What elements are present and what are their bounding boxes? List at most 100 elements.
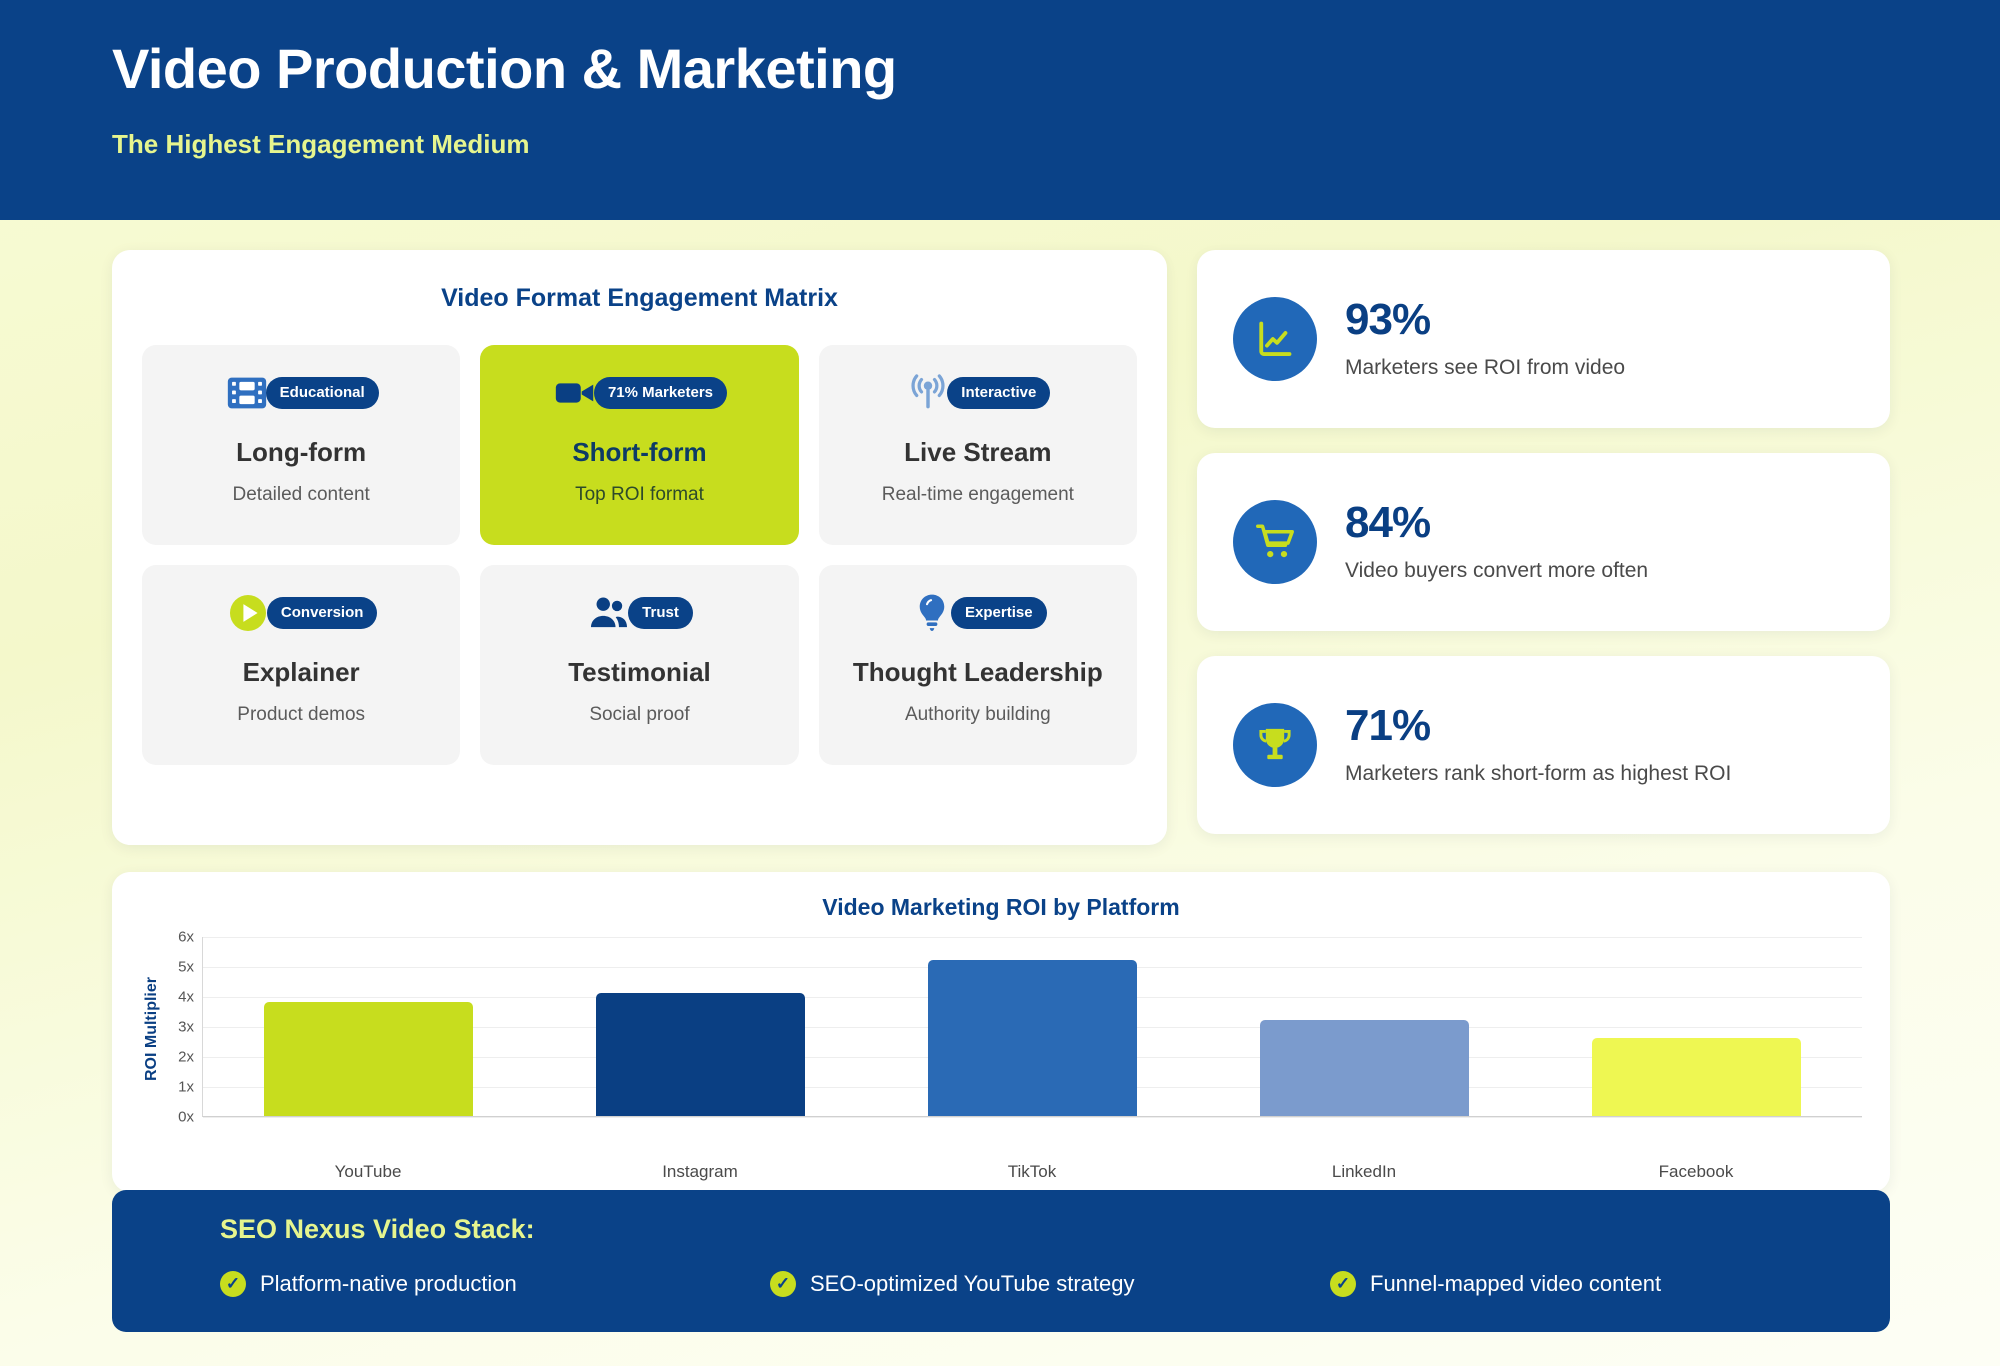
format-card-desc: Product demos (237, 704, 366, 725)
format-card-icon-row: Conversion (225, 587, 378, 639)
footer-item-list: ✓ Platform-native production ✓ SEO-optimize… (220, 1271, 1890, 1297)
format-card-desc: Detailed content (232, 484, 370, 505)
check-icon: ✓ (220, 1271, 246, 1297)
stat-label: Marketers see ROI from video (1345, 356, 1626, 379)
video-format-matrix-panel: Video Format Engagement Matrix Education… (112, 250, 1167, 845)
bar-tiktok[interactable] (927, 960, 1137, 1116)
x-tick-label: Instagram (662, 1162, 738, 1181)
y-tick-label: 6x (178, 928, 194, 946)
film-icon (227, 377, 266, 409)
format-card-name: Testimonial (568, 657, 711, 687)
users-icon (591, 597, 628, 628)
format-card-explainer[interactable]: Conversion Explainer Product demos (142, 565, 461, 765)
stat-value: 71% (1345, 701, 1431, 750)
x-tick-label: TikTok (1007, 1162, 1057, 1181)
stat-body: 84% Video buyers convert more often (1345, 501, 1648, 583)
plot-area (202, 937, 1862, 1118)
format-card-name: Explainer (242, 657, 360, 687)
x-tick-label: LinkedIn (1331, 1162, 1397, 1181)
format-card-testimonial[interactable]: Trust Testimonial Social proof (480, 565, 799, 765)
stat-value: 93% (1345, 295, 1431, 344)
format-card-icon-row: Educational (224, 367, 379, 419)
format-card-short-form[interactable]: 71% Marketers Short-form Top ROI format (480, 345, 799, 545)
format-card-icon-row: Interactive (905, 367, 1051, 419)
lightbulb-icon (919, 594, 945, 632)
seo-nexus-stack-footer: SEO Nexus Video Stack: ✓ Platform-native … (112, 1190, 1890, 1332)
footer-stack-item-label: Platform-native production (260, 1271, 517, 1296)
y-tick-label: 1x (178, 1078, 194, 1096)
x-axis-labels: YouTube Instagram TikTok LinkedIn Facebook (202, 1162, 1862, 1182)
footer-stack-item: ✓ SEO-optimized YouTube strategy (770, 1271, 1330, 1297)
stat-icon-circle (1233, 297, 1317, 381)
play-circle-icon (229, 594, 266, 632)
matrix-title: Video Format Engagement Matrix (441, 284, 838, 312)
stat-card-list: 93% Marketers see ROI from video 84% Video … (1197, 250, 1890, 859)
y-tick-label: 5x (178, 958, 194, 976)
bar-instagram[interactable] (596, 993, 806, 1116)
video-camera-icon (555, 383, 594, 403)
shopping-cart-icon (1256, 524, 1294, 558)
format-card-badge: Conversion (266, 597, 378, 629)
bar-slot (867, 937, 1199, 1116)
page-title: Video Production & Marketing (112, 37, 897, 100)
stat-icon-circle (1233, 703, 1317, 787)
roi-chart-panel: Video Marketing ROI by Platform ROI Mult… (112, 872, 1890, 1192)
stat-label: Marketers rank short-form as highest ROI (1345, 762, 1732, 785)
format-card-badge: 71% Marketers (593, 377, 728, 409)
stat-body: 93% Marketers see ROI from video (1345, 298, 1625, 380)
stat-label: Video buyers convert more often (1345, 559, 1649, 582)
check-icon: ✓ (770, 1271, 796, 1297)
format-card-icon-row: Trust (586, 587, 693, 639)
page-subtitle: The Highest Engagement Medium (112, 128, 530, 159)
format-card-badge: Educational (265, 377, 379, 409)
format-card-icon-row: Expertise (909, 587, 1047, 639)
bar-slot (1530, 937, 1862, 1116)
bar-slot (1198, 937, 1530, 1116)
format-card-desc: Authority building (904, 704, 1051, 725)
broadcast-icon (911, 374, 945, 409)
footer-stack-item-label: Funnel-mapped video content (1370, 1271, 1662, 1296)
trophy-icon (1259, 728, 1291, 760)
stat-card-71[interactable]: 71% Marketers rank short-form as highest … (1197, 656, 1890, 834)
bar-facebook[interactable] (1591, 1038, 1801, 1116)
y-axis-label: ROI Multiplier (143, 977, 160, 1081)
format-card-badge: Expertise (951, 597, 1047, 629)
y-tick-label: 0x (178, 1108, 194, 1126)
bar-series (203, 937, 1862, 1116)
x-tick-label: YouTube (334, 1162, 402, 1181)
format-card-name: Live Stream (904, 437, 1052, 467)
footer-title: SEO Nexus Video Stack: (220, 1214, 535, 1244)
page-header: Video Production & Marketing The Highest… (0, 0, 2000, 220)
stat-icon-circle (1233, 500, 1317, 584)
footer-stack-item: ✓ Platform-native production (220, 1271, 770, 1297)
line-chart-icon (1259, 321, 1292, 356)
footer-stack-item-label: SEO-optimized YouTube strategy (810, 1271, 1135, 1296)
format-card-desc: Top ROI format (575, 484, 704, 505)
bar-slot (203, 937, 535, 1116)
bar-slot (535, 937, 867, 1116)
format-card-live-stream[interactable]: Interactive Live Stream Real-time engageme… (818, 345, 1137, 545)
y-axis-ticks: 0x 1x 2x 3x 4x 5x 6x (164, 929, 198, 1126)
gridline (203, 937, 1862, 938)
stat-card-93[interactable]: 93% Marketers see ROI from video (1197, 250, 1890, 428)
check-icon: ✓ (1330, 1271, 1356, 1297)
x-tick-label: Facebook (1658, 1162, 1734, 1181)
format-card-thought-leadership[interactable]: Expertise Thought Leadership Authority bui… (818, 565, 1137, 765)
bar-youtube[interactable] (264, 1002, 474, 1116)
format-card-badge: Trust (628, 597, 693, 629)
format-card-name: Thought Leadership (852, 657, 1103, 687)
stat-card-84[interactable]: 84% Video buyers convert more often (1197, 453, 1890, 631)
matrix-grid: Educational Long-form Detailed content 71% … (142, 345, 1137, 765)
format-card-desc: Social proof (589, 704, 690, 725)
y-tick-label: 4x (178, 988, 194, 1006)
y-tick-label: 2x (178, 1048, 194, 1066)
gridline (203, 1117, 1862, 1118)
chart-title: Video Marketing ROI by Platform (822, 894, 1180, 920)
footer-stack-item: ✓ Funnel-mapped video content (1330, 1271, 1661, 1297)
bar-linkedin[interactable] (1259, 1020, 1469, 1116)
format-card-long-form[interactable]: Educational Long-form Detailed content (142, 345, 461, 545)
format-card-desc: Real-time engagement (881, 484, 1074, 505)
format-card-name: Short-form (572, 437, 707, 467)
stat-body: 71% Marketers rank short-form as highest … (1345, 704, 1731, 786)
format-card-name: Long-form (236, 437, 367, 467)
